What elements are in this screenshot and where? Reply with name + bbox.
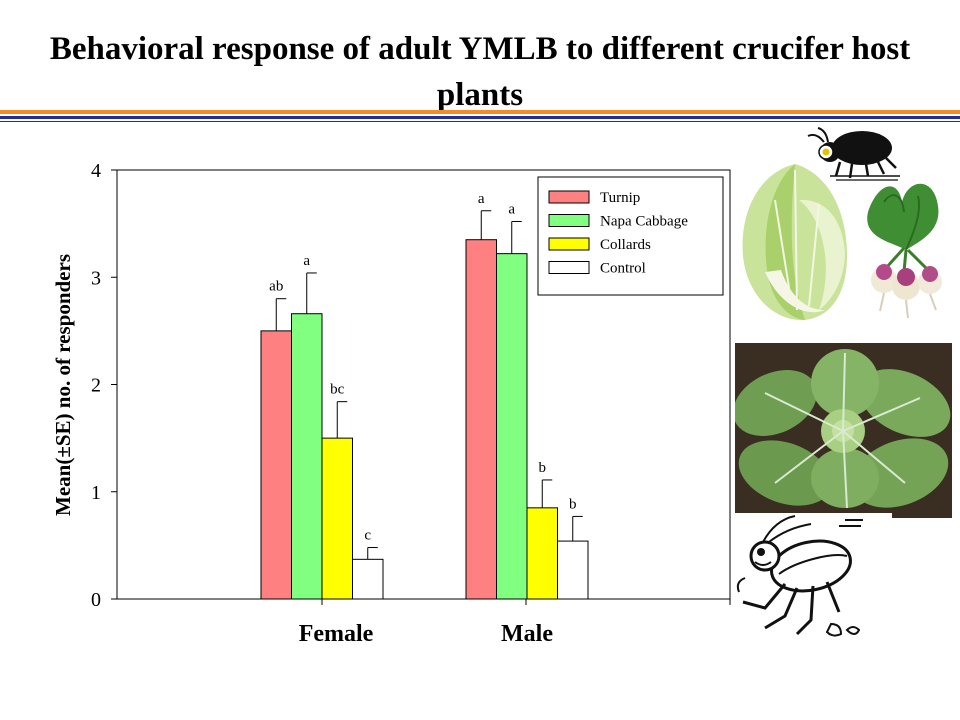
y-tick-label: 2 — [91, 375, 101, 397]
significance-letter: c — [364, 528, 371, 544]
collards-photo — [735, 343, 952, 518]
legend-swatch — [548, 214, 590, 227]
bar-collards-male — [526, 507, 558, 600]
turnip-photo — [867, 183, 942, 319]
bar-napa-cabbage-female — [291, 313, 323, 600]
title-rule-blue-thin — [0, 121, 960, 122]
legend-label: Turnip — [600, 190, 640, 206]
beetle-cartoon-icon — [807, 127, 900, 181]
slide-title: Behavioral response of adult YMLB to dif… — [49, 31, 911, 113]
significance-letter: a — [478, 191, 485, 207]
significance-letter: a — [508, 201, 515, 217]
y-axis-label: Mean(±SE) no. of responders — [51, 254, 75, 516]
significance-letter: b — [569, 496, 577, 512]
title-rule-blue — [0, 116, 960, 119]
legend-swatch — [548, 190, 590, 204]
bar-napa-cabbage-male — [496, 253, 528, 600]
legend-label: Control — [600, 261, 646, 277]
y-tick-label: 0 — [91, 589, 101, 611]
legend-swatch — [548, 237, 590, 251]
bar-turnip-male — [465, 239, 497, 600]
bar-control-female — [352, 558, 384, 600]
title-rule-orange — [0, 110, 960, 114]
bar-collards-female — [321, 437, 353, 600]
y-tick-label: 1 — [91, 482, 101, 504]
bar-control-male — [557, 540, 589, 600]
legend-label: Collards — [600, 237, 651, 253]
y-tick-label: 4 — [91, 160, 101, 182]
legend-label: Napa Cabbage — [600, 214, 688, 230]
x-category-label: Male — [501, 621, 553, 647]
napa-cabbage-photo — [742, 164, 847, 321]
significance-letter: bc — [330, 382, 345, 398]
bar-turnip-female — [260, 330, 292, 600]
legend-swatch — [548, 261, 590, 274]
significance-letter: a — [303, 253, 310, 269]
significance-letter: b — [539, 460, 547, 476]
y-tick-label: 3 — [91, 267, 101, 289]
fleeing-beetle-cartoon-icon — [736, 515, 863, 637]
x-category-label: Female — [299, 621, 374, 647]
significance-letter: ab — [269, 279, 283, 295]
